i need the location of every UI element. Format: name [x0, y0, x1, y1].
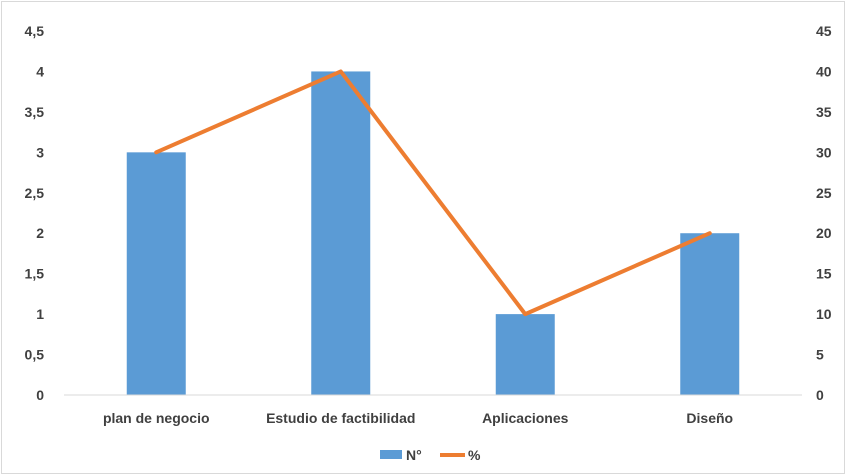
- legend-label: N°: [406, 447, 422, 463]
- line-series: [154, 69, 712, 317]
- left-axis-ticks: 0 0,5 1 1,5 2 2,5 3 3,5 4 4,5: [25, 23, 45, 403]
- left-tick-label: 4,5: [25, 23, 45, 39]
- legend-label: %: [468, 447, 481, 463]
- legend-swatch-bar: [380, 450, 402, 459]
- category-label: Diseño: [686, 410, 733, 426]
- right-tick-label: 0: [816, 387, 824, 403]
- left-tick-label: 0,5: [25, 347, 45, 363]
- right-tick-label: 10: [816, 306, 832, 322]
- right-tick-label: 45: [816, 23, 832, 39]
- left-tick-label: 3,5: [25, 104, 45, 120]
- right-tick-label: 40: [816, 63, 832, 79]
- right-tick-label: 25: [816, 185, 832, 201]
- left-tick-label: 0: [36, 387, 44, 403]
- right-tick-label: 35: [816, 104, 832, 120]
- left-tick-label: 4: [36, 63, 44, 79]
- line-path: [154, 69, 712, 317]
- category-label: Aplicaciones: [482, 410, 569, 426]
- left-tick-label: 3: [36, 144, 44, 160]
- legend: N°%: [380, 447, 481, 463]
- right-tick-label: 30: [816, 144, 832, 160]
- category-label: Estudio de factibilidad: [266, 410, 415, 426]
- right-axis-ticks: 0 5 10 15 20 25 30 35 40 45: [816, 23, 832, 403]
- left-tick-label: 1: [36, 306, 44, 322]
- bar: [311, 71, 371, 395]
- right-tick-label: 20: [816, 225, 832, 241]
- left-tick-label: 2,5: [25, 185, 45, 201]
- bar: [495, 314, 555, 395]
- bar: [126, 152, 186, 395]
- left-tick-label: 2: [36, 225, 44, 241]
- bar-series: [126, 71, 740, 395]
- category-label: plan de negocio: [103, 410, 210, 426]
- category-labels: plan de negocio Estudio de factibilidad Ap…: [103, 410, 733, 426]
- right-tick-label: 15: [816, 266, 832, 282]
- bar: [680, 233, 740, 395]
- right-tick-label: 5: [816, 347, 824, 363]
- left-tick-label: 1,5: [25, 266, 45, 282]
